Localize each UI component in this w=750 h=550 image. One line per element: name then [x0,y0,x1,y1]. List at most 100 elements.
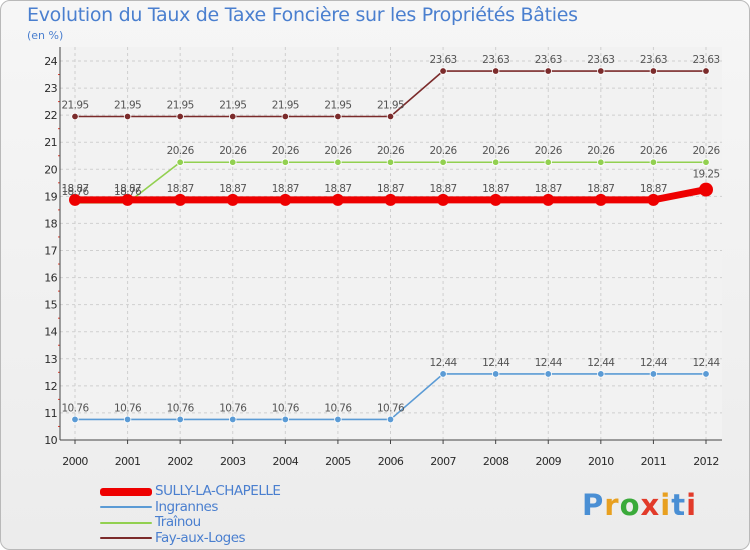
y-tick-label-17: 17 [44,245,57,258]
data-label-ingrannes-2001: 10.76 [114,402,142,414]
data-label-sully-la-chapelle-2000: 18.87 [61,183,88,195]
point-sully-la-chapelle-2010 [594,193,607,206]
point-sully-la-chapelle-2008 [489,193,502,206]
data-label-sully-la-chapelle-2003: 18.87 [219,183,246,195]
data-label-sully-la-chapelle-2002: 18.87 [167,183,194,195]
point-tra-nou-2012 [702,158,710,166]
logo-letter: i [686,488,698,522]
y-tick-label-12: 12 [44,380,57,393]
point-tra-nou-2010 [597,158,605,166]
data-label-ingrannes-2006: 10.76 [377,402,405,414]
x-axis-ticks: 2000 2001 2002 2003 2004 2005 2006 2007 2008 2009… [62,455,719,468]
data-labels: 18.87 18.87 18.87 18.87 18.87 18.87 18.87 18.87… [61,54,721,414]
data-label-tra-nou-2006: 20.26 [377,145,405,157]
data-label-ingrannes-2011: 12.44 [640,357,668,369]
point-tra-nou-2004 [281,158,290,166]
legend-swatch-fay [100,537,152,540]
data-label-tra-nou-2010: 20.26 [587,145,615,157]
series-lines [69,67,713,424]
legend-swatch-ingrannes [100,506,152,509]
point-tra-nou-2011 [649,158,658,166]
legend: SULLY-LA-CHAPELLE Ingrannes Traînou Fay-… [100,484,281,546]
point-fay-aux-loges-2003 [229,112,237,121]
y-tick-label-14: 14 [44,326,57,339]
data-label-fay-aux-loges-2008: 23.63 [482,54,509,66]
point-fay-aux-loges-2010 [597,67,605,75]
y-tick-label-19: 19 [44,190,57,203]
data-label-ingrannes-2009: 12.44 [535,357,563,369]
data-label-ingrannes-2012: 12.44 [692,357,720,369]
point-sully-la-chapelle-2007 [437,193,450,206]
proxiti-logo: Proxiti [582,488,697,522]
legend-label-trainou: Traînou [155,514,201,531]
point-fay-aux-loges-2006 [386,112,395,121]
y-axis-ticks: 10 11 12 13 14 15 16 17 18 19 20 21 22 23 24 [44,55,58,447]
point-ingrannes-2001 [123,415,132,424]
x-tick-label-2000: 2000 [62,455,88,468]
point-tra-nou-2009 [544,158,552,166]
data-label-ingrannes-2004: 10.76 [272,402,300,414]
data-label-ingrannes-2003: 10.76 [219,402,247,414]
point-fay-aux-loges-2005 [334,112,342,121]
data-label-tra-nou-2005: 20.26 [324,145,352,157]
point-ingrannes-2006 [386,415,395,424]
data-label-fay-aux-loges-2011: 23.63 [640,54,667,66]
logo-letter: i [660,488,672,522]
data-label-tra-nou-2009: 20.26 [535,145,563,157]
data-label-fay-aux-loges-2000: 21.95 [61,99,88,111]
y-tick-label-20: 20 [44,163,57,176]
data-label-tra-nou-2008: 20.26 [482,145,510,157]
point-sully-la-chapelle-2006 [384,193,397,206]
logo-letter: P [582,488,605,522]
point-sully-la-chapelle-2001 [121,193,134,206]
data-label-fay-aux-loges-2009: 23.63 [535,54,562,66]
x-tick-label-2003: 2003 [220,455,246,468]
y-tick-label-13: 13 [44,353,57,366]
x-tick-label-2008: 2008 [483,455,509,468]
data-label-tra-nou-2004: 20.26 [272,145,300,157]
data-label-fay-aux-loges-2007: 23.63 [430,54,457,66]
data-label-ingrannes-2002: 10.76 [167,402,195,414]
unit-label: (en %) [27,29,64,42]
data-label-ingrannes-2007: 12.44 [430,357,458,369]
point-tra-nou-2006 [386,158,395,166]
legend-item-sully: SULLY-LA-CHAPELLE [100,484,281,500]
point-tra-nou-2005 [334,158,342,166]
point-ingrannes-2003 [229,415,237,424]
point-sully-la-chapelle-2003 [226,193,239,206]
x-tick-label-2006: 2006 [378,455,404,468]
legend-label-fay: Fay-aux-Loges [155,529,246,546]
point-sully-la-chapelle-2002 [174,193,187,206]
point-tra-nou-2003 [229,158,237,166]
point-ingrannes-2009 [544,370,552,378]
point-fay-aux-loges-2008 [491,67,500,75]
legend-item-ingrannes: Ingrannes [100,499,280,516]
data-label-ingrannes-2010: 12.44 [587,357,615,369]
x-tick-label-2004: 2004 [273,455,299,468]
y-tick-label-10: 10 [44,434,57,447]
point-fay-aux-loges-2002 [176,112,184,121]
point-fay-aux-loges-2011 [649,67,658,75]
y-tick-label-11: 11 [44,407,57,420]
data-label-fay-aux-loges-2010: 23.63 [587,54,614,66]
y-tick-label-16: 16 [44,272,57,285]
point-ingrannes-2011 [649,370,658,378]
data-label-fay-aux-loges-2006: 21.95 [377,99,404,111]
data-label-tra-nou-2012: 20.26 [692,145,720,157]
legend-swatch-sully [100,487,152,496]
point-fay-aux-loges-2012 [702,67,710,75]
legend-swatch-trainou [100,521,152,524]
point-fay-aux-loges-2004 [281,112,290,121]
x-tick-label-2007: 2007 [430,455,456,468]
point-tra-nou-2008 [491,158,500,166]
logo-letter: t [671,488,687,522]
data-label-tra-nou-2002: 20.26 [167,145,195,157]
logo-letter: o [619,488,641,522]
data-label-fay-aux-loges-2003: 21.95 [219,99,246,111]
y-tick-label-15: 15 [44,299,57,312]
point-ingrannes-2005 [334,415,342,424]
data-label-ingrannes-2008: 12.44 [482,357,510,369]
data-label-fay-aux-loges-2005: 21.95 [324,99,351,111]
data-label-tra-nou-2003: 20.26 [219,145,247,157]
x-tick-label-2001: 2001 [115,455,141,468]
